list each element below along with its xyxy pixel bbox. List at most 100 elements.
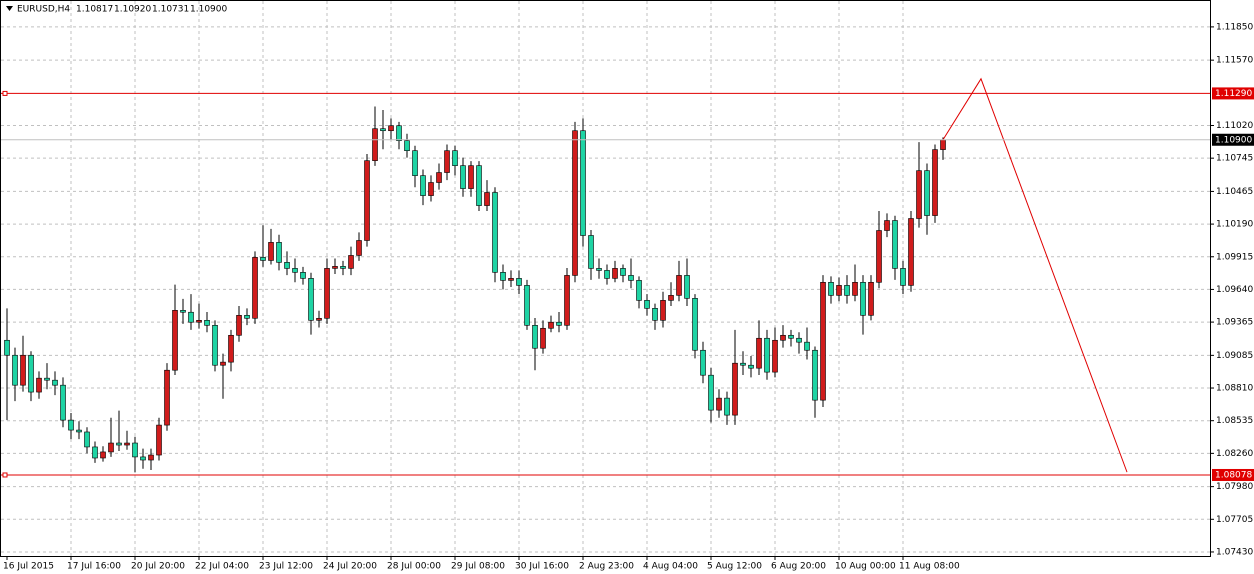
y-tick-label: 1.09640 bbox=[1216, 285, 1253, 295]
candle-body bbox=[468, 165, 474, 189]
candle-body bbox=[612, 268, 618, 279]
candle-body bbox=[12, 354, 18, 386]
candle-body bbox=[180, 310, 186, 313]
y-tick-label: 1.09915 bbox=[1216, 252, 1253, 262]
x-tick-label: 6 Aug 20:00 bbox=[771, 562, 826, 572]
candle-body bbox=[908, 218, 914, 286]
candle-body bbox=[892, 220, 898, 269]
candle-body bbox=[324, 268, 330, 319]
candle-body bbox=[372, 128, 378, 161]
candle-body bbox=[276, 242, 282, 263]
y-tick-label: 1.09085 bbox=[1216, 351, 1253, 361]
level-handle bbox=[2, 472, 8, 478]
candle-body bbox=[28, 354, 34, 393]
candle-body bbox=[652, 308, 658, 321]
candle-body bbox=[788, 334, 794, 339]
candle-body bbox=[148, 454, 154, 461]
candle-body bbox=[204, 320, 210, 326]
x-tick-label: 29 Jul 08:00 bbox=[451, 562, 505, 572]
candle-body bbox=[708, 374, 714, 411]
candle-body bbox=[772, 339, 778, 373]
x-tick-label: 24 Jul 20:00 bbox=[323, 562, 377, 572]
candle-body bbox=[836, 285, 842, 296]
candle-body bbox=[396, 125, 402, 142]
ohlc-low: 1.10731 bbox=[152, 5, 189, 15]
candle-body bbox=[596, 268, 602, 271]
candle-body bbox=[756, 337, 762, 369]
candle-body bbox=[764, 337, 770, 373]
x-tick-label: 10 Aug 00:00 bbox=[835, 562, 896, 572]
candle-body bbox=[444, 150, 450, 173]
y-tick-label: 1.11850 bbox=[1216, 22, 1253, 32]
x-tick-label: 16 Jul 2015 bbox=[3, 562, 54, 572]
candle-body bbox=[852, 282, 858, 296]
y-tick-label: 1.10190 bbox=[1216, 220, 1253, 230]
candle-body bbox=[876, 230, 882, 283]
header-icon bbox=[6, 6, 13, 11]
y-tick-label: 1.10465 bbox=[1216, 187, 1253, 197]
candle-body bbox=[4, 339, 10, 356]
candle-body bbox=[244, 315, 250, 319]
candle-body bbox=[540, 327, 546, 349]
candle-body bbox=[564, 275, 570, 326]
y-tick-label: 1.09365 bbox=[1216, 318, 1253, 328]
level-tag bbox=[1212, 468, 1254, 481]
candle-body bbox=[412, 150, 418, 176]
candle-body bbox=[108, 442, 114, 453]
x-tick-label: 17 Jul 16:00 bbox=[67, 562, 121, 572]
x-tick-label: 23 Jul 12:00 bbox=[259, 562, 313, 572]
candle-body bbox=[604, 270, 610, 279]
ohlc-high: 1.10920 bbox=[114, 5, 151, 15]
candle-body bbox=[676, 275, 682, 296]
candle-body bbox=[580, 130, 586, 236]
y-tick-label: 1.11570 bbox=[1216, 56, 1253, 66]
level-tag bbox=[1212, 87, 1254, 100]
candle-body bbox=[252, 257, 258, 319]
candle-body bbox=[484, 192, 490, 206]
y-tick-label: 1.10745 bbox=[1216, 154, 1253, 164]
level-label: 1.11290 bbox=[1215, 89, 1252, 99]
candle-body bbox=[364, 160, 370, 241]
y-tick-label: 1.08810 bbox=[1216, 384, 1253, 394]
candle-body bbox=[684, 275, 690, 299]
projection-line bbox=[942, 77, 1128, 473]
x-tick-label: 4 Aug 04:00 bbox=[643, 562, 698, 572]
candle-body bbox=[644, 300, 650, 309]
bid-label: 1.10900 bbox=[1215, 135, 1252, 145]
candle-body bbox=[20, 354, 26, 386]
candle-body bbox=[932, 149, 938, 216]
candle-body bbox=[388, 125, 394, 132]
x-tick-label: 2 Aug 23:00 bbox=[579, 562, 634, 572]
candle-body bbox=[884, 220, 890, 231]
x-tick-label: 28 Jul 00:00 bbox=[387, 562, 441, 572]
candle-body bbox=[556, 321, 562, 326]
candle-body bbox=[404, 140, 410, 151]
x-tick-label: 20 Jul 20:00 bbox=[131, 562, 185, 572]
y-tick-label: 1.07430 bbox=[1216, 547, 1253, 557]
symbol: EURUSD,H4 bbox=[17, 5, 70, 15]
candle-body bbox=[284, 262, 290, 269]
candle-body bbox=[68, 419, 74, 431]
candle-body bbox=[212, 325, 218, 366]
candle-body bbox=[924, 170, 930, 216]
candle-body bbox=[60, 384, 66, 421]
candle-body bbox=[476, 165, 482, 206]
candle-body bbox=[268, 242, 274, 261]
candle-body bbox=[340, 266, 346, 269]
candle-body bbox=[300, 272, 306, 279]
x-tick-label: 11 Aug 08:00 bbox=[899, 562, 960, 572]
candle-body bbox=[84, 431, 90, 448]
candle-body bbox=[36, 377, 42, 393]
candle-body bbox=[804, 341, 810, 351]
candle-body bbox=[428, 182, 434, 196]
candle-body bbox=[588, 235, 594, 269]
candle-body bbox=[860, 282, 866, 316]
candle-body bbox=[228, 334, 234, 363]
level-label: 1.08078 bbox=[1215, 470, 1252, 480]
candle-body bbox=[740, 362, 746, 366]
candle-body bbox=[780, 334, 786, 341]
candle-body bbox=[420, 175, 426, 196]
candle-body bbox=[260, 257, 266, 261]
candle-body bbox=[164, 369, 170, 426]
